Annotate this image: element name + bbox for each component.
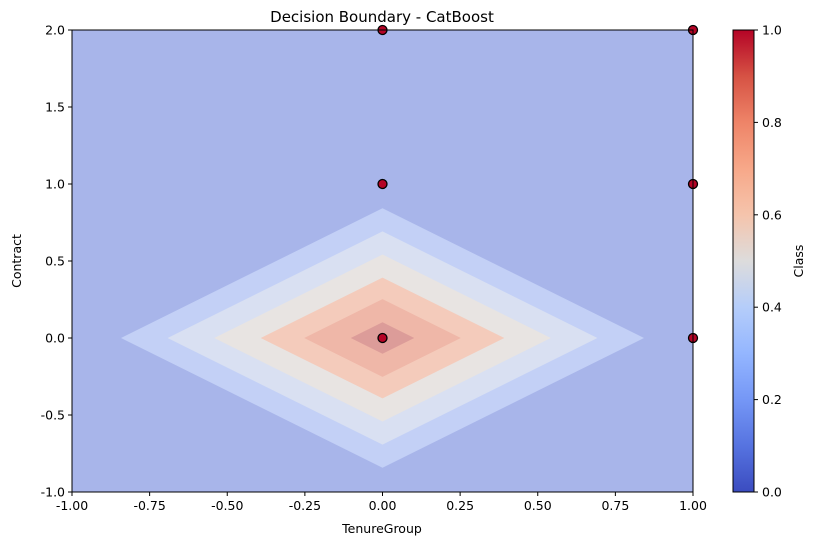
colorbar-gradient xyxy=(733,30,754,492)
x-tick-label: 0.75 xyxy=(601,498,629,513)
x-tick-label: -1.00 xyxy=(56,498,88,513)
data-point xyxy=(377,178,388,190)
x-axis-label: TenureGroup xyxy=(341,521,422,536)
colorbar: 0.0 0.2 0.4 0.6 0.8 1.0 xyxy=(732,23,782,500)
y-tick-label: -1.0 xyxy=(41,485,65,500)
y-tick-label: 2.0 xyxy=(45,23,65,38)
colorbar-tick-label: 0.6 xyxy=(762,207,782,222)
colorbar-frame xyxy=(732,29,755,493)
colorbar-label: Class xyxy=(791,245,806,278)
x-tick-label: -0.50 xyxy=(211,498,243,513)
x-tick-label: 1.00 xyxy=(679,498,707,513)
x-tick-label: 0.00 xyxy=(369,498,397,513)
y-axis: -1.0 -0.5 0.0 0.5 1.0 1.5 2.0 xyxy=(41,23,72,500)
colorbar-tick-label: 0.4 xyxy=(762,300,782,315)
x-tick-label: -0.25 xyxy=(289,498,321,513)
contour-layer xyxy=(72,30,693,492)
y-tick-label: 0.5 xyxy=(45,254,65,269)
y-axis-label: Contract xyxy=(9,234,24,288)
y-tick-label: 1.5 xyxy=(45,100,65,115)
plot-area xyxy=(71,24,699,493)
colorbar-tick-label: 0.8 xyxy=(762,115,782,130)
colorbar-tick-label: 1.0 xyxy=(762,23,782,38)
x-tick-label: -0.75 xyxy=(133,498,165,513)
colorbar-tick-label: 0.0 xyxy=(762,485,782,500)
chart-title: Decision Boundary - CatBoost xyxy=(270,8,494,26)
y-tick-label: 1.0 xyxy=(45,177,65,192)
x-tick-label: 0.25 xyxy=(446,498,474,513)
data-point xyxy=(377,332,388,344)
colorbar-tick-label: 0.2 xyxy=(762,392,782,407)
y-tick-label: 0.0 xyxy=(45,331,65,346)
y-tick-label: -0.5 xyxy=(41,408,65,423)
x-axis: -1.00 -0.75 -0.50 -0.25 0.00 0.25 0.50 0.75 1.00 xyxy=(56,492,707,513)
x-tick-label: 0.50 xyxy=(524,498,552,513)
